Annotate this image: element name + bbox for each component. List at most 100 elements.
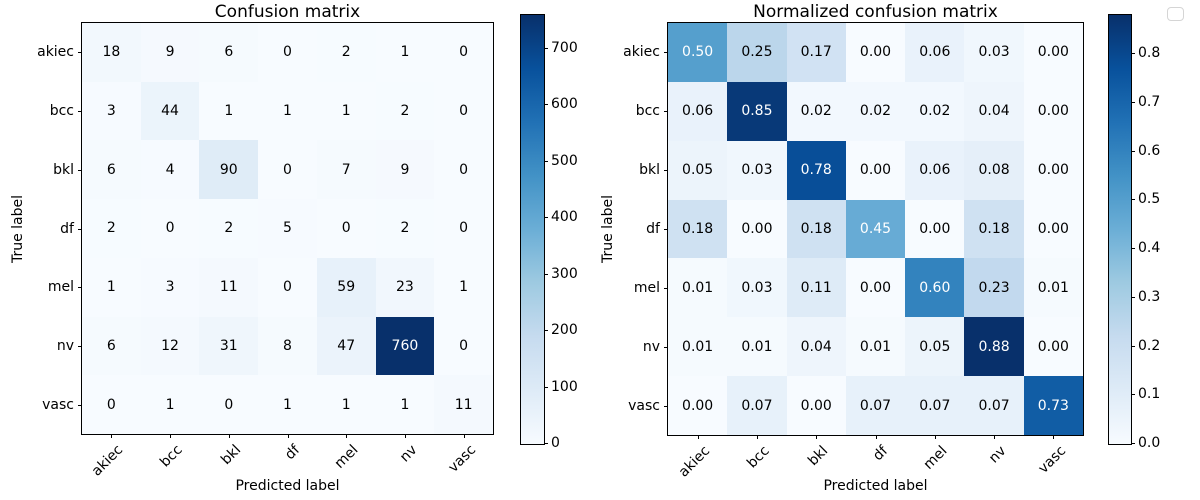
colorbar-tickmark	[1131, 248, 1135, 249]
matrix-cell: 0	[82, 375, 141, 434]
x-tickmark	[228, 434, 230, 438]
colorbar-tickmark	[1131, 199, 1135, 201]
matrix-cell: 0.88	[964, 317, 1024, 377]
colorbar-tickmark	[544, 217, 548, 219]
matrix-cell: 0	[434, 199, 493, 258]
colorbar-tick-label: 0.3	[1138, 288, 1161, 305]
matrix-cell: 9	[140, 23, 200, 82]
matrix-cell: 2	[82, 199, 141, 258]
matrix-cell: 9	[375, 140, 435, 200]
matrix-cell: 0.05	[668, 140, 728, 200]
matrix-cell: 3	[140, 257, 200, 317]
colorbar-tickmark	[1131, 296, 1135, 298]
matrix-cell: 3	[82, 81, 141, 141]
matrix-cell: 0.17	[786, 23, 846, 82]
y-tickmark	[664, 170, 668, 172]
colorbar-tickmark	[544, 160, 548, 162]
colorbar-tickmark	[1131, 150, 1135, 152]
y-tick-label: vasc	[628, 397, 660, 414]
colorbar-tick-label: 0.2	[1138, 337, 1161, 354]
matrix-cell: 11	[434, 375, 493, 434]
matrix-cell: 0	[434, 23, 493, 82]
matrix-cell: 0.25	[727, 23, 787, 82]
matrix-cell: 23	[375, 257, 435, 317]
x-tick-label: nv	[985, 443, 1010, 467]
colorbar-tick-label: 600	[551, 96, 578, 113]
colorbar-tick-label: 0.5	[1138, 191, 1161, 208]
y-tick-label: bcc	[635, 103, 660, 120]
matrix-cell: 5	[258, 199, 317, 258]
matrix-cell: 0.03	[727, 258, 787, 318]
chart-title: Confusion matrix	[214, 2, 361, 22]
matrix-cell: 0.73	[1023, 376, 1083, 435]
matrix-cell: 6	[199, 23, 259, 82]
y-tickmark	[664, 346, 668, 348]
matrix-cell: 2	[375, 199, 435, 258]
matrix-cell: 1	[258, 81, 317, 141]
y-tickmark	[78, 228, 82, 230]
matrix-cell: 6	[82, 140, 141, 200]
matrix-cell: 0	[434, 81, 493, 141]
matrix-cell: 0.00	[845, 23, 906, 82]
matrix-cell: 0	[258, 140, 317, 200]
matrix-cell: 0.50	[668, 23, 728, 82]
matrix-cell: 0.18	[786, 199, 846, 259]
x-tick-label: vasc	[1034, 443, 1069, 477]
colorbar-tick-label: 300	[551, 265, 578, 282]
matrix-cell: 0.01	[668, 258, 728, 318]
colorbar-tick-label: 100	[551, 378, 578, 395]
matrix-cell: 11	[199, 257, 259, 317]
colorbar-tickmark	[1131, 394, 1135, 396]
matrix-cell: 0.07	[964, 376, 1024, 435]
matrix-cell: 90	[199, 140, 259, 200]
colorbar-tick-label: 0.6	[1138, 142, 1161, 159]
matrix-cell: 0.07	[727, 376, 787, 435]
x-tick-label: akiec	[675, 443, 713, 481]
x-tickmark	[875, 435, 877, 439]
colorbar-tickmark	[1131, 101, 1135, 103]
matrix-cell: 4	[140, 140, 200, 200]
y-tick-label: mel	[633, 279, 660, 296]
matrix-cell: 0.85	[727, 81, 787, 141]
y-tick-label: akiec	[623, 44, 660, 61]
x-tickmark	[756, 435, 758, 439]
colorbar	[520, 14, 545, 445]
colorbar-tick-label: 0.4	[1138, 240, 1161, 256]
matrix-cell: 0.02	[905, 81, 965, 141]
matrix-cell: 0.02	[845, 81, 906, 141]
y-tick-label: bcc	[49, 103, 74, 120]
x-axis-label: Predicted label	[235, 478, 340, 494]
matrix-cell: 0.01	[668, 317, 728, 377]
y-tick-label: mel	[47, 279, 74, 296]
matrix-cell: 0.01	[1023, 258, 1083, 318]
x-tick-label: nv	[396, 442, 421, 466]
matrix-cell: 1	[140, 375, 200, 434]
colorbar	[1108, 14, 1132, 445]
matrix-cell: 0.11	[786, 258, 846, 318]
colorbar-tickmark	[1131, 443, 1135, 444]
chart-title: Normalized confusion matrix	[753, 2, 998, 22]
matrix-cell: 0.00	[1023, 81, 1083, 141]
matrix-cell: 0	[434, 140, 493, 200]
y-tick-label: bkl	[53, 161, 74, 178]
colorbar-tickmark	[544, 47, 548, 49]
y-tickmark	[664, 52, 668, 54]
matrix-cell: 1	[82, 257, 141, 317]
matrix-cell: 0.18	[964, 199, 1024, 259]
matrix-cell: 2	[199, 199, 259, 258]
matrix-cell: 0.18	[668, 199, 728, 259]
matrix-cell: 6	[82, 316, 141, 376]
matrix-cell: 0.00	[845, 258, 906, 318]
heatmap-grid: 18 9 6 0 2 1 0 3 44 1 1 1 2 0 6 4 90 0 7 9 0 2 0 2 5 0 2 0 1 3 11 0 59 23…	[81, 22, 494, 435]
matrix-cell: 760	[375, 316, 435, 376]
x-tickmark	[697, 435, 699, 439]
x-tick-label: bkl	[805, 443, 832, 470]
y-tickmark	[664, 287, 668, 289]
matrix-cell: 0.00	[786, 376, 846, 435]
matrix-cell: 0	[434, 316, 493, 376]
matrix-cell: 0.00	[727, 199, 787, 259]
y-tick-label: bkl	[639, 162, 660, 179]
matrix-cell: 1	[258, 375, 317, 434]
matrix-cell: 59	[316, 257, 376, 317]
